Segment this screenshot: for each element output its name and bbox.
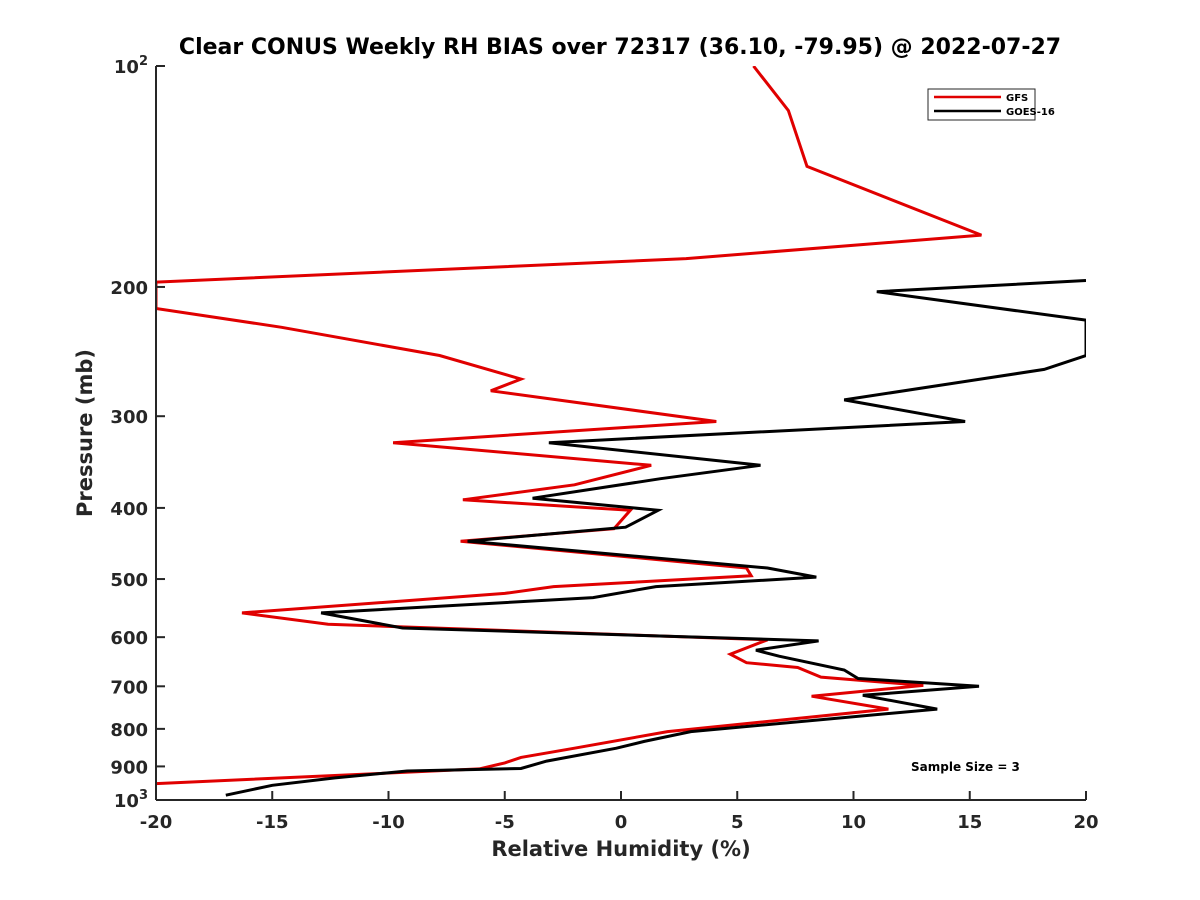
x-axis-label: Relative Humidity (%) (491, 837, 750, 861)
legend: GFS GOES-16 (927, 88, 1055, 121)
y-tick-label: 900 (110, 757, 148, 778)
x-tick-label: 10 (841, 812, 866, 833)
y-ticks: 102 200 300 400 500 600 700 800 900 103 (110, 54, 165, 812)
y-tick-label: 600 (110, 628, 148, 649)
y-tick-label: 400 (110, 499, 148, 520)
y-tick-label: 300 (110, 407, 148, 428)
series-line-gfs (156, 66, 982, 786)
y-axis-label: Pressure (mb) (73, 349, 97, 517)
x-ticks: -20 -15 -10 -5 0 5 10 15 20 (140, 791, 1099, 833)
x-tick-label: -10 (372, 812, 405, 833)
sample-size-annotation: Sample Size = 3 (911, 760, 1020, 774)
chart-title: Clear CONUS Weekly RH BIAS over 72317 (3… (179, 35, 1061, 60)
x-tick-label: 5 (731, 812, 744, 833)
y-tick-label: 800 (110, 720, 148, 741)
legend-box (927, 88, 1036, 121)
x-tick-label: -5 (495, 812, 515, 833)
series-layer (156, 66, 1086, 797)
y-tick-label: 102 (114, 54, 148, 78)
x-tick-label: 0 (615, 812, 628, 833)
y-tick-label: 200 (110, 278, 148, 299)
x-tick-label: 15 (957, 812, 982, 833)
y-tick-label: 700 (110, 677, 148, 698)
x-tick-label: -15 (256, 812, 289, 833)
legend-label-goes16: GOES-16 (1006, 107, 1055, 118)
y-tick-label: 103 (114, 788, 148, 812)
series-line-goes-16 (225, 279, 1086, 797)
x-tick-label: -20 (140, 812, 173, 833)
x-tick-label: 20 (1073, 812, 1098, 833)
legend-label-gfs: GFS (1006, 93, 1028, 104)
y-tick-label: 500 (110, 570, 148, 591)
